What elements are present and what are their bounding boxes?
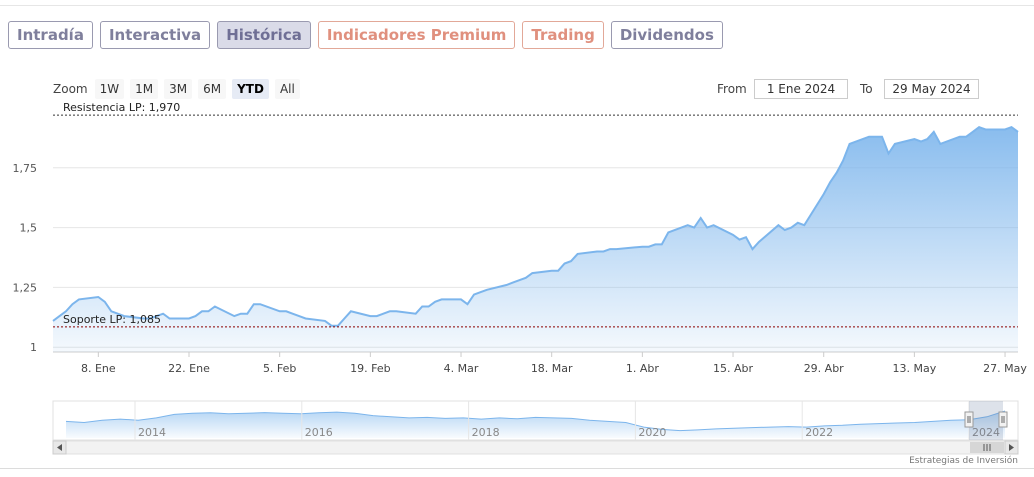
- y-tick-label: 1: [30, 341, 37, 354]
- to-label: To: [860, 82, 873, 96]
- navigator-area: [66, 411, 1005, 438]
- tab-dividendos[interactable]: Dividendos: [610, 21, 723, 49]
- range-selector: Zoom 1W 1M 3M 6M YTD All: [53, 79, 306, 99]
- navigator-tick-label: 2020: [638, 426, 666, 439]
- tab-trading[interactable]: Trading: [522, 21, 604, 49]
- x-tick-label: 15. Abr: [713, 362, 753, 375]
- navigator-handle-left[interactable]: [964, 411, 974, 428]
- zoom-button-1w[interactable]: 1W: [94, 79, 125, 99]
- navigator-handle-right[interactable]: [998, 411, 1008, 428]
- credit-label: Estrategias de Inversión: [909, 456, 1018, 466]
- navigator-tick-label: 2014: [138, 426, 166, 439]
- x-axis: 8. Ene 22. Ene 5. Feb 19. Feb 4. Mar 18. Mar 1…: [81, 352, 1027, 375]
- to-date-input[interactable]: 29 May 2024: [884, 79, 979, 99]
- navigator-x-axis: 2014 2016 2018 2020 2022 2024: [134, 401, 1000, 440]
- x-tick-label: 22. Ene: [168, 362, 210, 375]
- arrow-left-icon: [57, 444, 62, 451]
- price-series-line: [52, 125, 1019, 327]
- zoom-label: Zoom: [53, 82, 88, 96]
- navigator-tick-label: 2016: [305, 426, 333, 439]
- from-label: From: [717, 82, 747, 96]
- y-tick-label: 1,75: [13, 162, 38, 175]
- y-axis: 1 1,25 1,5 1,75: [13, 162, 38, 354]
- chart-type-tabs: Intradía Interactiva Histórica Indicador…: [8, 21, 723, 49]
- tab-intradia[interactable]: Intradía: [8, 21, 93, 49]
- x-tick-label: 4. Mar: [444, 362, 479, 375]
- navigator-line: [65, 410, 1006, 432]
- x-tick-label: 5. Feb: [263, 362, 296, 375]
- tab-historica[interactable]: Histórica: [217, 21, 311, 49]
- x-tick-label: 19. Feb: [350, 362, 390, 375]
- from-date-input[interactable]: 1 Ene 2024: [754, 79, 848, 99]
- x-tick-label: 1. Abr: [626, 362, 659, 375]
- scrollbar-track[interactable]: [52, 440, 1019, 455]
- resistance-label: Resistencia LP: 1,970: [63, 101, 180, 114]
- navigator-selection[interactable]: [969, 401, 1003, 440]
- x-tick-label: 18. Mar: [531, 362, 573, 375]
- y-tick-label: 1,5: [20, 222, 38, 235]
- navigator-tick-label: 2024: [972, 426, 1000, 439]
- x-tick-label: 13. May: [893, 362, 937, 375]
- x-tick-label: 29. Abr: [804, 362, 844, 375]
- navigator-tick-label: 2018: [472, 426, 500, 439]
- zoom-button-all[interactable]: All: [274, 79, 300, 99]
- navigator-tick-label: 2022: [805, 426, 833, 439]
- zoom-button-ytd[interactable]: YTD: [232, 79, 269, 99]
- zoom-button-3m[interactable]: 3M: [164, 79, 193, 99]
- bottom-divider: [0, 468, 1034, 469]
- x-tick-label: 8. Ene: [81, 362, 116, 375]
- tab-interactiva[interactable]: Interactiva: [99, 21, 211, 49]
- zoom-button-1m[interactable]: 1M: [130, 79, 159, 99]
- top-divider: [0, 5, 1034, 6]
- x-tick-label: 27. May: [983, 362, 1027, 375]
- arrow-right-icon: [1009, 444, 1014, 451]
- y-tick-label: 1,25: [13, 281, 38, 294]
- zoom-button-6m[interactable]: 6M: [198, 79, 227, 99]
- plot-lines: Resistencia LP: 1,970 Soporte LP: 1,085: [53, 101, 1018, 328]
- tab-indicadores-premium[interactable]: Indicadores Premium: [317, 21, 516, 49]
- price-area: [53, 127, 1018, 352]
- support-label: Soporte LP: 1,085: [63, 313, 161, 326]
